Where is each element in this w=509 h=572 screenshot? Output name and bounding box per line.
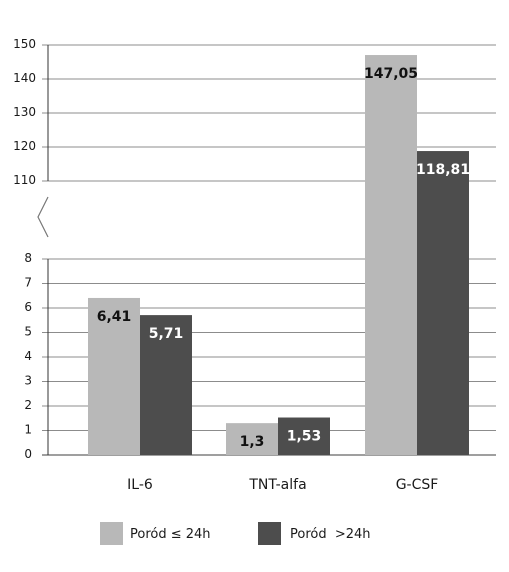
y-tick-label: 150 [13,37,36,51]
y-tick-label: 8 [24,251,32,265]
legend-label: Poród >24h [290,527,371,542]
legend: Poród ≤ 24h Poród >24h [100,522,371,545]
legend-label: Poród ≤ 24h [130,527,211,542]
y-tick-label: 0 [24,447,32,461]
y-tick-label: 6 [24,300,32,314]
bar [417,151,469,455]
x-category-label: TNT-alfa [248,477,306,493]
data-labels: 6,41 5,71 1,3 1,53 147,05 118,81 [97,66,470,450]
y-tick-label: 140 [13,71,36,85]
data-label: 118,81 [416,162,470,178]
bars [88,55,469,455]
y-tick-label: 110 [13,173,36,187]
x-category-label: IL-6 [127,477,153,493]
bar [278,417,330,455]
bar [365,55,417,455]
bar [88,297,140,455]
data-label: 1,53 [287,429,322,445]
data-label: 147,05 [364,66,418,82]
data-label: 5,71 [149,326,184,342]
legend-swatch [100,522,123,545]
x-category-label: G-CSF [396,477,439,493]
axis-break-marker [37,196,49,238]
y-tick-label: 5 [24,325,32,339]
y-tick-label: 120 [13,139,36,153]
y-tick-label: 4 [24,349,32,363]
y-tick-label: 7 [24,276,32,290]
data-label: 1,3 [240,434,265,450]
bar [226,423,278,455]
y-tick-label: 1 [24,423,32,437]
x-axis-categories: IL-6 TNT-alfa G-CSF [127,477,438,493]
y-tick-label: 2 [24,398,32,412]
legend-swatch [258,522,281,545]
bar [140,315,192,455]
y-axis: 0 1 2 3 4 5 6 7 8 110 120 130 140 150 [13,37,49,461]
y-tick-label: 3 [24,374,32,388]
y-tick-label: 130 [13,105,36,119]
data-label: 6,41 [97,309,132,325]
